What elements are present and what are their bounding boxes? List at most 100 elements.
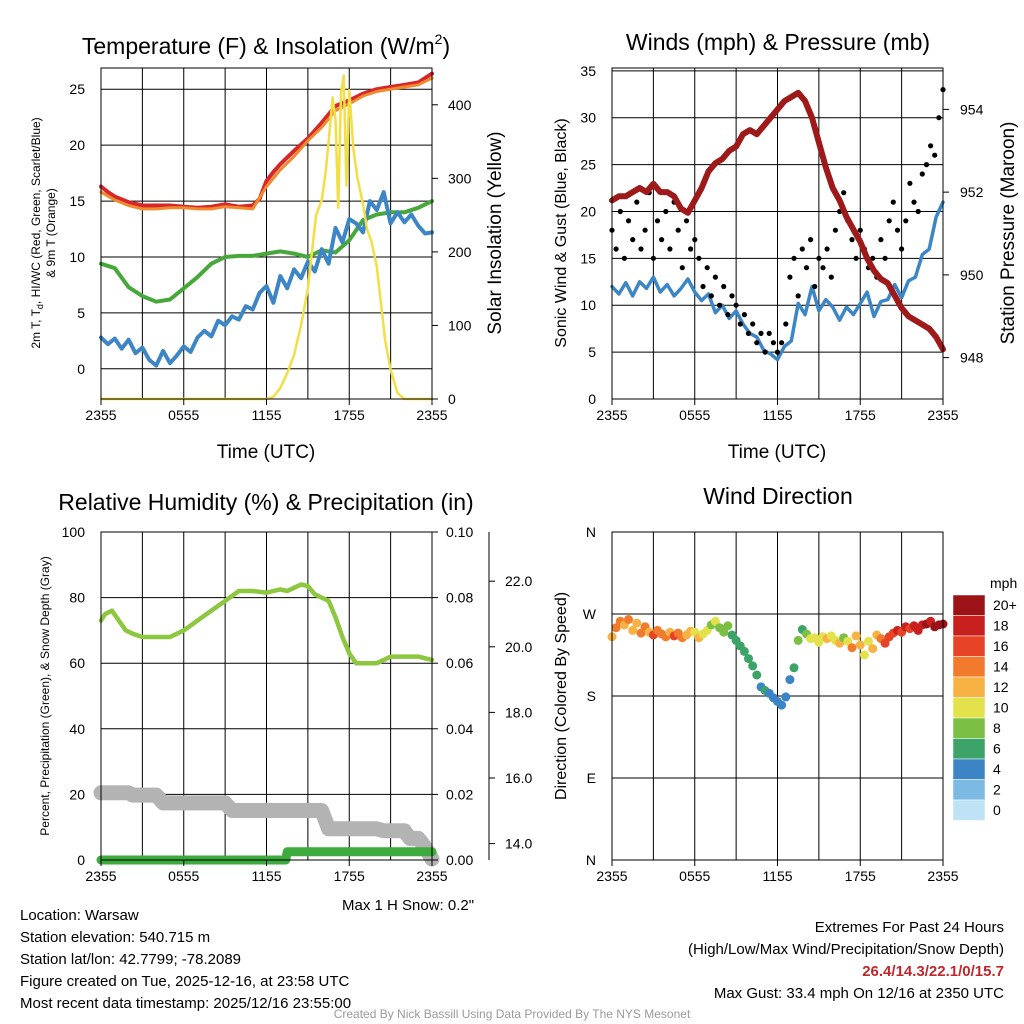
gust-point	[704, 265, 710, 271]
gust-point	[613, 246, 619, 252]
temp-y2tick-label: 200	[448, 244, 472, 260]
wind-xtick-label: 0555	[679, 407, 710, 423]
gust-point	[750, 321, 756, 327]
gust-point	[630, 237, 636, 243]
wind-axes: 0 5 10 15 20 25 30 35 948 950 952 954 2355 0555 1155 17…	[580, 63, 983, 423]
gust-point	[683, 218, 690, 224]
direction-point	[855, 640, 865, 650]
wind-xtick-label: 1155	[762, 407, 792, 423]
series-9m-t	[99, 76, 434, 211]
temp-y2tick-label: 0	[448, 391, 456, 407]
gust-point	[907, 180, 913, 186]
rh-y2tick-label: 0.00	[446, 852, 473, 868]
gust-point	[617, 208, 623, 215]
dir-ytick-label: W	[583, 606, 597, 622]
wind-xtick-label: 2355	[596, 407, 627, 423]
legend-swatch	[952, 738, 986, 760]
direction-point	[793, 635, 803, 645]
direction-point	[868, 644, 878, 654]
gust-point	[721, 283, 727, 290]
temp-ytick-label: 10	[69, 249, 85, 265]
gust-point	[774, 349, 781, 355]
gust-point	[754, 340, 760, 346]
direction-point	[624, 615, 633, 624]
gust-point	[857, 227, 863, 233]
gust-point	[650, 255, 657, 261]
gust-point	[696, 255, 702, 261]
gust-point	[894, 227, 901, 233]
rh-xtick-label: 1155	[251, 868, 281, 884]
dir-xtick-label: 2355	[927, 868, 958, 884]
legend-label: 6	[993, 741, 1001, 757]
rh-y3tick-label: 22.0	[505, 573, 532, 589]
gust-point	[841, 190, 847, 196]
series-solar	[99, 74, 434, 401]
dir-ytick-label: E	[587, 770, 596, 786]
wind-y2tick-label: 948	[960, 350, 984, 366]
gust-point	[808, 237, 814, 243]
wind-ytick-label: 35	[580, 63, 596, 79]
direction-point	[752, 670, 762, 680]
rh-y3tick-label: 18.0	[505, 704, 532, 720]
extremes-subtitle: (High/Low/Max Wind/Precipitation/Snow De…	[688, 941, 1004, 958]
dir-ylabel: Direction (Colored By Speed)	[553, 592, 570, 800]
direction-point	[880, 638, 890, 648]
rh-panel: Relative Humidity (%) & Precipitation (i…	[38, 489, 532, 884]
wind-ytick-label: 15	[580, 250, 596, 266]
wind-series	[609, 87, 946, 362]
legend-label: 14	[993, 659, 1009, 675]
temp-ylabel-line2: & 9m T (Orange)	[44, 188, 58, 278]
temp-ytick-label: 25	[69, 81, 85, 97]
direction-point	[781, 692, 791, 702]
wind-xtick-label: 1755	[845, 407, 876, 423]
rh-xtick-label: 2355	[85, 868, 116, 884]
wind-grid	[612, 68, 943, 400]
series-snow-depth	[93, 785, 440, 867]
dir-xtick-label: 2355	[596, 868, 627, 884]
dir-xtick-label: 1755	[845, 868, 876, 884]
rh-ylabel: Percent, Precipitation (Green), & Snow D…	[38, 556, 52, 835]
series-sonic-wind	[610, 200, 945, 362]
legend-swatch	[952, 758, 986, 780]
gust-point	[717, 302, 723, 308]
rh-ytick-label: 40	[69, 721, 85, 737]
legend-label: 10	[993, 700, 1009, 716]
gust-point	[654, 218, 661, 224]
temp-axes: 0 5 10 15 20 25 0 100 200 300 400 2355 0555 1155 1755 2…	[69, 81, 471, 423]
rh-xtick-label: 0555	[168, 868, 199, 884]
rh-y2tick-label: 0.10	[446, 524, 473, 540]
legend-swatch	[952, 615, 986, 637]
gust-point	[899, 246, 905, 252]
rh-xtick-label: 1755	[334, 868, 365, 884]
gust-point	[915, 208, 921, 215]
gust-point	[708, 293, 714, 299]
gust-point	[700, 283, 706, 290]
rh-ytick-label: 0	[77, 852, 85, 868]
station-info: Location: Warsaw Station elevation: 540.…	[20, 905, 351, 1015]
gust-point	[832, 227, 839, 233]
legend-swatch	[952, 697, 986, 719]
temp-y2tick-label: 300	[448, 170, 472, 186]
temp-xtick-label: 2355	[85, 407, 116, 423]
temp-xlabel: Time (UTC)	[217, 442, 316, 463]
gust-point	[928, 143, 934, 149]
gust-point	[812, 283, 818, 290]
direction-point	[628, 625, 638, 635]
gust-point	[824, 246, 830, 252]
wind-xtick-label: 2355	[927, 407, 958, 423]
legend-label: 12	[993, 679, 1009, 695]
wind-y2tick-label: 952	[960, 184, 984, 200]
legend-swatch	[952, 635, 986, 657]
wind-xlabel: Time (UTC)	[728, 442, 827, 463]
rh-y3tick-label: 20.0	[505, 639, 532, 655]
gust-point	[923, 162, 930, 168]
legend-label: 0	[993, 802, 1001, 818]
extremes-values: 26.4/14.3/22.1/0/15.7	[862, 963, 1004, 980]
direction-point	[851, 631, 861, 641]
legend-swatch	[952, 717, 986, 739]
gust-point	[779, 340, 785, 346]
wind-y2tick-label: 954	[960, 101, 984, 117]
temp-xtick-label: 1155	[251, 407, 281, 423]
gust-point	[783, 321, 789, 327]
direction-point	[789, 663, 799, 673]
